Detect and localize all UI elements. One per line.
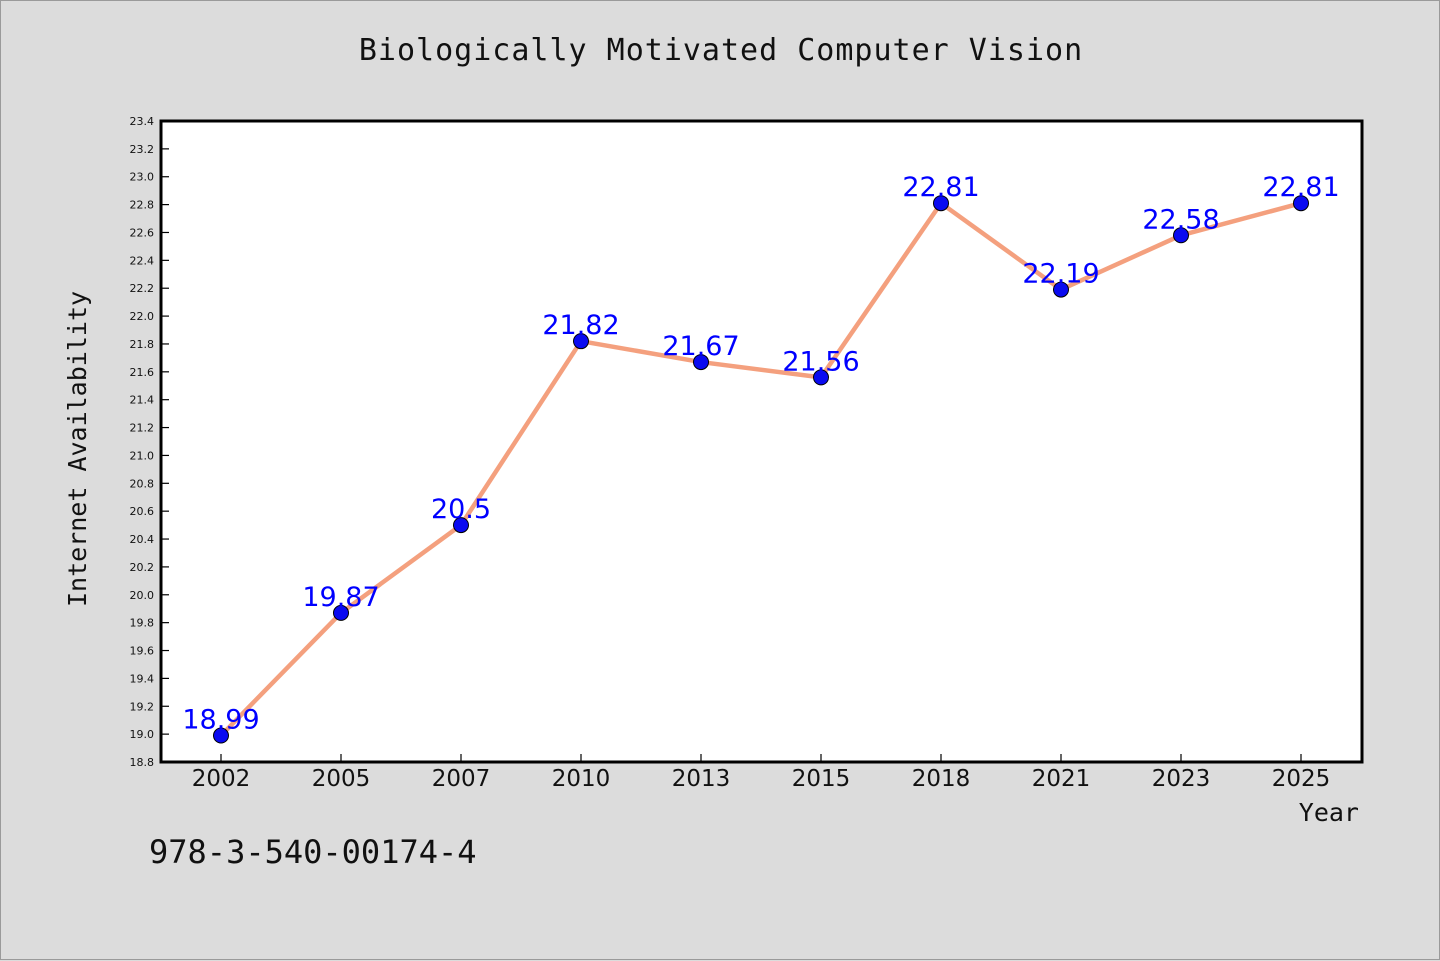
y-tick-label: 20.6 — [130, 505, 155, 518]
series-layer: 18.99 19.87 20.5 21.82 21.67 21.56 22.81 22.19 2… — [182, 172, 1340, 744]
x-tick-label: 2015 — [792, 766, 851, 792]
y-tick-label: 20.4 — [130, 533, 155, 546]
data-label: 22.58 — [1142, 204, 1219, 235]
data-label: 21.82 — [542, 310, 619, 341]
y-tick-label: 21.2 — [130, 422, 155, 435]
y-axis-ticks: 18.8 19.0 19.2 19.4 19.6 19.8 20.0 20.2 20.4 20.6… — [130, 115, 169, 769]
y-tick-label: 22.8 — [130, 199, 155, 212]
y-tick-label: 22.2 — [130, 282, 155, 295]
x-tick-label: 2007 — [432, 766, 491, 792]
x-axis-label: Year — [1299, 798, 1359, 827]
x-tick-label: 2002 — [192, 766, 251, 792]
y-axis-label: Internet Availability — [63, 291, 92, 607]
y-tick-label: 19.0 — [130, 728, 155, 741]
x-tick-label: 2025 — [1272, 766, 1331, 792]
data-point — [453, 517, 469, 534]
y-tick-label: 23.4 — [130, 115, 155, 128]
x-axis-ticks: 2002 2005 2007 2010 2013 2015 2018 2021 2023 2025 — [192, 754, 1331, 792]
y-tick-label: 20.0 — [130, 589, 155, 602]
plot-area — [159, 119, 1364, 764]
y-tick-label: 21.0 — [130, 449, 155, 462]
data-point — [813, 369, 829, 386]
data-point — [1173, 227, 1189, 244]
y-tick-label: 21.8 — [130, 338, 155, 351]
x-tick-label: 2013 — [672, 766, 731, 792]
data-label: 18.99 — [182, 705, 259, 736]
y-tick-label: 22.0 — [130, 310, 155, 323]
data-label: 21.56 — [782, 346, 859, 377]
y-tick-label: 20.8 — [130, 477, 155, 490]
data-label: 22.81 — [1262, 172, 1339, 203]
y-tick-label: 23.2 — [130, 143, 155, 156]
data-label: 19.87 — [302, 582, 379, 613]
y-tick-label: 21.4 — [130, 394, 155, 407]
y-tick-label: 19.2 — [130, 700, 155, 713]
y-tick-label: 23.0 — [130, 171, 155, 184]
y-tick-label: 22.6 — [130, 226, 155, 239]
data-point — [693, 354, 709, 371]
series-line — [218, 200, 1304, 738]
data-label: 21.67 — [662, 331, 739, 362]
x-tick-label: 2021 — [1032, 766, 1091, 792]
y-tick-label: 19.8 — [130, 617, 155, 630]
data-point — [213, 727, 229, 744]
data-point — [333, 604, 349, 621]
data-label: 22.81 — [902, 172, 979, 203]
data-label: 22.19 — [1022, 259, 1099, 290]
x-tick-label: 2023 — [1152, 766, 1211, 792]
chart-title: Biologically Motivated Computer Vision — [358, 33, 1084, 68]
data-point — [1053, 281, 1069, 298]
isbn-annotation: 978-3-540-00174-4 — [149, 833, 477, 871]
x-tick-label: 2018 — [912, 766, 971, 792]
y-tick-label: 19.6 — [130, 645, 155, 658]
x-tick-label: 2010 — [552, 766, 611, 792]
data-point — [573, 333, 589, 350]
y-tick-label: 19.4 — [130, 672, 155, 685]
x-tick-label: 2005 — [312, 766, 371, 792]
y-tick-label: 18.8 — [130, 756, 155, 769]
data-point — [933, 195, 949, 212]
y-tick-label: 21.6 — [130, 366, 155, 379]
data-label: 20.5 — [431, 494, 491, 525]
data-point — [1293, 195, 1309, 212]
y-tick-label: 22.4 — [130, 254, 155, 267]
y-tick-label: 20.2 — [130, 561, 155, 574]
